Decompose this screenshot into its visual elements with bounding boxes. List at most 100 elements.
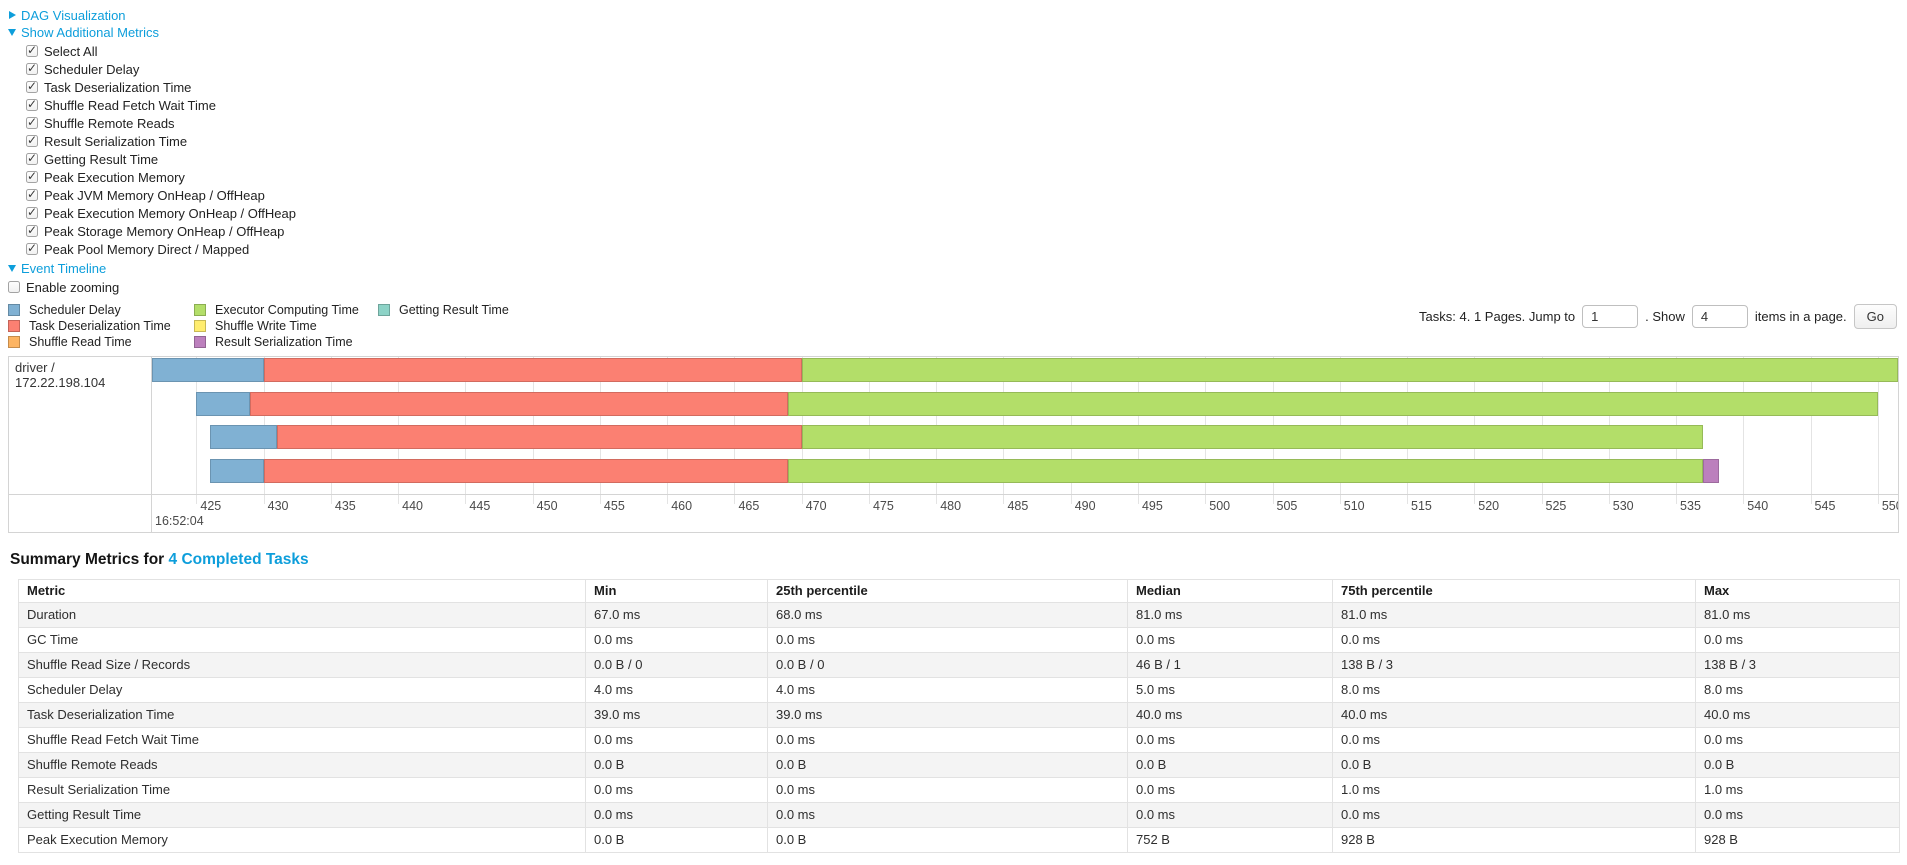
task-bar-segment-executor_computing[interactable]: [788, 392, 1878, 416]
axis-tick-label: 430: [267, 499, 289, 513]
task-bar-segment-scheduler_delay[interactable]: [209, 459, 264, 483]
axis-tick-label: 465: [738, 499, 760, 513]
timeline-gridline: [196, 357, 198, 494]
axis-tick-label: 490: [1074, 499, 1096, 513]
axis-tick: [1474, 495, 1476, 504]
metric-value-cell: 928 B: [1332, 827, 1696, 853]
metric-checkbox-item[interactable]: Shuffle Read Fetch Wait Time: [26, 96, 1899, 114]
metric-checkbox[interactable]: [26, 133, 38, 147]
axis-tick-label: 455: [603, 499, 625, 513]
metric-value-cell: 0.0 B: [1332, 752, 1696, 778]
column-header: Metric: [18, 579, 586, 603]
task-bar-segment-deserialization[interactable]: [263, 358, 802, 382]
task-bar-segment-deserialization[interactable]: [250, 392, 789, 416]
completed-tasks-count: 4 Completed Tasks: [168, 551, 309, 568]
table-row: Shuffle Read Size / Records 0.0 B / 0 0.0 …: [18, 652, 1900, 678]
metric-checkbox[interactable]: [26, 61, 38, 75]
metric-value-cell: 0.0 ms: [585, 777, 768, 803]
metric-checkbox[interactable]: [26, 169, 38, 183]
axis-tick: [1003, 495, 1005, 504]
legend-label: Executor Computing Time: [215, 303, 359, 317]
enable-zooming-row[interactable]: Enable zooming: [8, 278, 1899, 296]
metric-name-cell: Peak Execution Memory: [18, 827, 586, 853]
axis-tick: [532, 495, 534, 504]
metric-value-cell: 0.0 ms: [585, 627, 768, 653]
axis-tick-label: 475: [872, 499, 894, 513]
metric-checkbox-item[interactable]: Shuffle Remote Reads: [26, 114, 1899, 132]
metric-value-cell: 752 B: [1127, 827, 1333, 853]
dag-visualization-label: DAG Visualization: [21, 7, 126, 23]
axis-major-label: 16:52:04: [155, 514, 204, 528]
metric-checkbox[interactable]: [26, 43, 38, 57]
metric-checkbox[interactable]: [26, 79, 38, 93]
column-header: Min: [585, 579, 768, 603]
task-bar-segment-deserialization[interactable]: [277, 425, 802, 449]
metric-name-cell: Result Serialization Time: [18, 777, 586, 803]
task-bar-segment-scheduler_delay[interactable]: [152, 358, 264, 382]
timeline-group-label: driver / 172.22.198.104: [9, 357, 152, 494]
task-bar-segment-executor_computing[interactable]: [788, 459, 1703, 483]
task-bar-segment-executor_computing[interactable]: [801, 425, 1703, 449]
task-bar-segment-result_serialization[interactable]: [1702, 459, 1720, 483]
metric-checkbox[interactable]: [26, 97, 38, 111]
timeline-gridline: [1743, 357, 1745, 494]
timeline-axis-corner-cell: [9, 495, 152, 532]
metric-checkbox-item[interactable]: Getting Result Time: [26, 150, 1899, 168]
metric-checkbox-item[interactable]: Select All: [26, 42, 1899, 60]
task-bar-segment-executor_computing[interactable]: [801, 358, 1898, 382]
metric-checkbox-item[interactable]: Peak Pool Memory Direct / Mapped: [26, 240, 1899, 258]
metric-value-cell: 0.0 ms: [1695, 802, 1900, 828]
metric-value-cell: 0.0 ms: [1332, 727, 1696, 753]
metric-checkbox[interactable]: [26, 223, 38, 237]
table-row: Result Serialization Time 0.0 ms 0.0 ms 0.0…: [18, 777, 1900, 803]
column-header: 75th percentile: [1332, 579, 1696, 603]
table-body: Duration 67.0 ms 68.0 ms 81.0 ms 81.0 ms 81.0…: [18, 602, 1900, 853]
axis-tick-label: 530: [1612, 499, 1634, 513]
metric-value-cell: 0.0 ms: [1332, 627, 1696, 653]
task-bar-segment-deserialization[interactable]: [263, 459, 789, 483]
enable-zooming-checkbox[interactable]: [8, 281, 20, 293]
metric-value-cell: 0.0 B / 0: [585, 652, 768, 678]
event-timeline-toggle[interactable]: Event Timeline: [8, 260, 1899, 276]
metric-name-cell: Duration: [18, 602, 586, 628]
metric-checkbox-item[interactable]: Task Deserialization Time: [26, 78, 1899, 96]
metric-checkbox-item[interactable]: Peak JVM Memory OnHeap / OffHeap: [26, 186, 1899, 204]
metric-checkbox[interactable]: [26, 205, 38, 219]
metric-value-cell: 4.0 ms: [585, 677, 768, 703]
metric-value-cell: 81.0 ms: [1332, 602, 1696, 628]
metric-checkbox-item[interactable]: Peak Execution Memory: [26, 168, 1899, 186]
pagination-suffix-text: items in a page.: [1754, 309, 1847, 324]
jump-to-page-input[interactable]: [1582, 305, 1639, 328]
metric-checkbox-item[interactable]: Scheduler Delay: [26, 60, 1899, 78]
metric-checkbox-item[interactable]: Peak Storage Memory OnHeap / OffHeap: [26, 222, 1899, 240]
pagination-prefix-text: Tasks: 4. 1 Pages. Jump to: [1419, 309, 1576, 324]
axis-tick: [1205, 495, 1207, 504]
metric-checkbox-item[interactable]: Result Serialization Time: [26, 132, 1899, 150]
metric-checkbox[interactable]: [26, 151, 38, 165]
metric-checkbox-label: Shuffle Read Fetch Wait Time: [44, 97, 216, 113]
legend-item: Task Deserialization Time: [8, 318, 194, 334]
axis-tick: [801, 495, 803, 504]
axis-tick-label: 535: [1680, 499, 1701, 513]
metric-value-cell: 0.0 ms: [1127, 727, 1333, 753]
metric-checkbox[interactable]: [26, 241, 38, 255]
metric-value-cell: 0.0 B: [585, 827, 768, 853]
dag-visualization-toggle[interactable]: DAG Visualization: [8, 7, 1899, 23]
axis-tick: [196, 495, 198, 504]
items-per-page-input[interactable]: [1691, 305, 1748, 328]
axis-tick: [1608, 495, 1610, 504]
metric-checkbox[interactable]: [26, 187, 38, 201]
metric-checkbox[interactable]: [26, 115, 38, 129]
go-button[interactable]: Go: [1853, 304, 1897, 329]
metric-checkbox-label: Result Serialization Time: [44, 133, 188, 149]
legend-item: Executor Computing Time: [194, 302, 378, 318]
task-bar-segment-scheduler_delay[interactable]: [196, 392, 251, 416]
metric-value-cell: 39.0 ms: [585, 702, 768, 728]
metric-checkbox-item[interactable]: Peak Execution Memory OnHeap / OffHeap: [26, 204, 1899, 222]
show-additional-metrics-toggle[interactable]: Show Additional Metrics: [8, 24, 1899, 40]
task-bar-segment-scheduler_delay[interactable]: [209, 425, 278, 449]
table-row: Peak Execution Memory 0.0 B 0.0 B 752 B 928 …: [18, 827, 1900, 853]
metric-value-cell: 0.0 B: [767, 827, 1128, 853]
pagination-middle-text: . Show: [1645, 309, 1685, 324]
axis-tick: [1810, 495, 1812, 504]
